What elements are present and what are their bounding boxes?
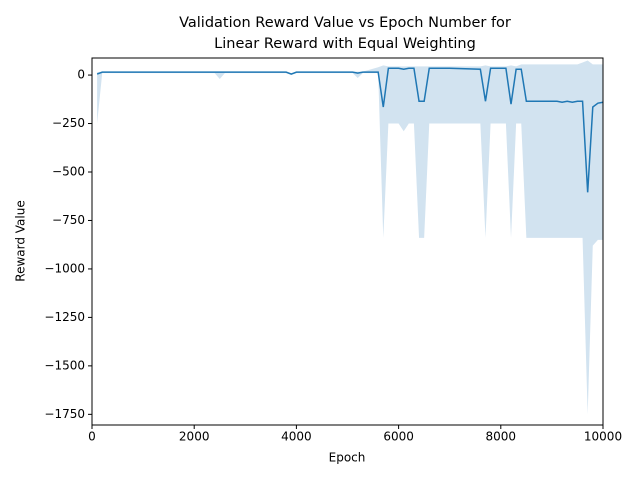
x-tick-label: 4000 xyxy=(281,430,312,444)
x-tick-label: 6000 xyxy=(383,430,414,444)
x-tick-label: 10000 xyxy=(584,430,622,444)
y-tick-label: −1000 xyxy=(44,261,85,275)
chart-title: Validation Reward Value vs Epoch Number … xyxy=(179,15,511,31)
y-tick-label: −1250 xyxy=(44,310,85,324)
x-axis-label: Epoch xyxy=(329,451,366,465)
plot-frame xyxy=(91,57,604,426)
y-tick-label: −1500 xyxy=(44,358,85,372)
confidence-band xyxy=(97,60,604,415)
y-tick-label: 0 xyxy=(77,68,85,82)
x-tick-label: 0 xyxy=(88,430,96,444)
x-tick-label: 8000 xyxy=(486,430,517,444)
y-axis-label: Reward Value xyxy=(14,200,28,281)
y-tick-label: −1750 xyxy=(44,407,85,421)
y-tick-label: −500 xyxy=(52,164,85,178)
chart-title: Linear Reward with Equal Weighting xyxy=(214,36,476,52)
y-tick-label: −250 xyxy=(52,116,85,130)
x-tick-label: 2000 xyxy=(179,430,210,444)
line xyxy=(96,67,604,193)
y-tick-label: −750 xyxy=(52,213,85,227)
